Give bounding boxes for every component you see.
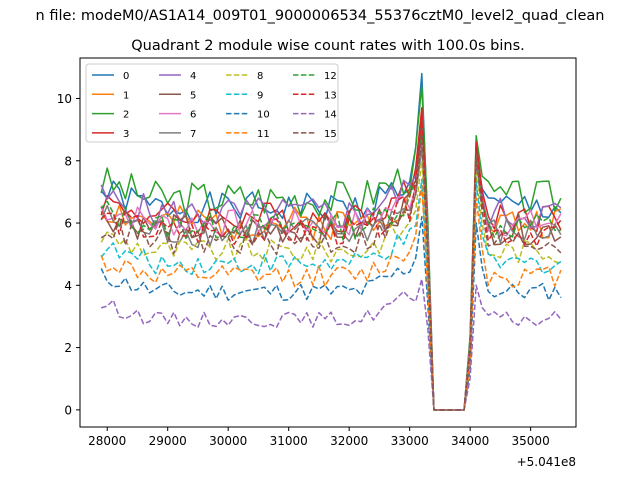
x-tick-label: 28000 [88, 434, 126, 448]
series-line-2 [100, 85, 562, 411]
y-tick-label: 10 [57, 92, 72, 106]
legend-label-8: 8 [257, 71, 263, 82]
x-tick-label: 30000 [209, 434, 247, 448]
series-line-11 [100, 184, 562, 411]
y-tick-label: 4 [64, 279, 72, 293]
legend-label-5: 5 [190, 90, 196, 101]
x-tick-label: 29000 [149, 434, 187, 448]
axes: 28000 29000 30000 31000 32000 33000 34000 35000… [57, 57, 577, 448]
legend-label-13: 13 [324, 90, 337, 101]
series-line-9 [100, 178, 562, 411]
legend-label-14: 14 [324, 110, 337, 121]
legend-label-11: 11 [257, 129, 270, 140]
series-line-14 [100, 278, 562, 411]
y-tick-label: 2 [64, 341, 72, 355]
legend-label-6: 6 [190, 110, 196, 121]
x-tick-label: 31000 [270, 434, 308, 448]
legend-label-2: 2 [123, 110, 129, 121]
legend-label-1: 1 [123, 90, 129, 101]
series-line-4 [100, 128, 562, 411]
legend-label-12: 12 [324, 71, 337, 82]
y-tick-label: 8 [64, 154, 72, 168]
x-tick-label: 35000 [512, 434, 550, 448]
x-tick-label: 33000 [391, 434, 429, 448]
series-line-15 [100, 135, 562, 411]
series-lines [100, 72, 562, 411]
x-tick-label: 34000 [451, 434, 489, 448]
plot-area [100, 72, 562, 411]
axes-frame [79, 57, 577, 428]
legend-label-4: 4 [190, 71, 196, 82]
legend-label-10: 10 [257, 110, 270, 121]
series-line-12 [100, 128, 561, 411]
chart-title: Quadrant 2 module wise count rates with … [131, 38, 525, 54]
series-line-10 [100, 216, 562, 411]
legend-box [85, 63, 339, 143]
y-tick-label: 0 [64, 403, 72, 417]
series-line-8 [100, 160, 562, 411]
y-tick-label: 6 [64, 217, 72, 231]
series-line-3 [100, 107, 562, 411]
legend-label-0: 0 [123, 71, 129, 82]
legend-label-3: 3 [123, 129, 129, 140]
x-tick-label: 32000 [330, 434, 368, 448]
legend-label-9: 9 [257, 90, 263, 101]
figure-suptitle: n file: modeM0/AS1A14_009T01_9000006534_… [36, 8, 605, 24]
series-line-5 [100, 119, 562, 411]
x-offset-label: +5.041e8 [517, 455, 576, 469]
series-line-13 [100, 116, 562, 411]
legend-label-7: 7 [190, 129, 196, 140]
legend-label-15: 15 [324, 129, 337, 140]
